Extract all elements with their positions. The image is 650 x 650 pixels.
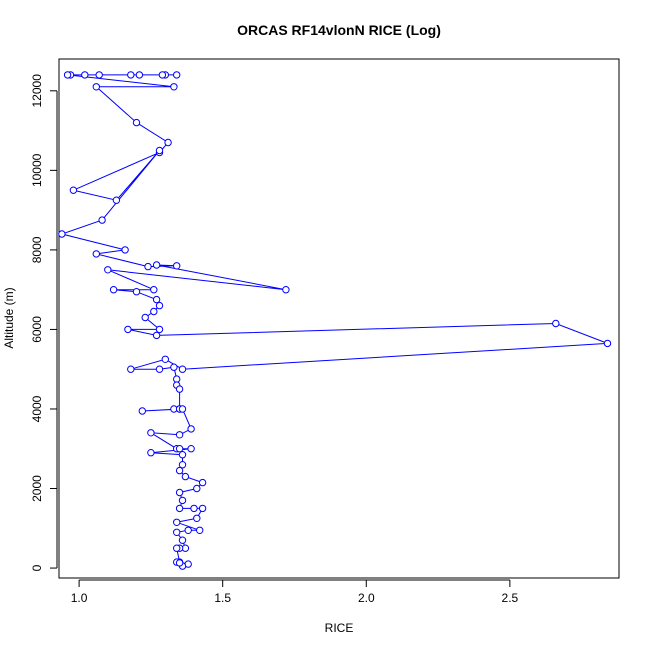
- data-point: [92, 250, 101, 258]
- data-point: [135, 71, 144, 79]
- data-point: [104, 266, 112, 274]
- data-point: [155, 146, 164, 155]
- data-point: [121, 246, 129, 254]
- data-point: [175, 466, 184, 475]
- data-point: [58, 230, 66, 238]
- data-point: [181, 472, 190, 481]
- data-point: [170, 363, 178, 371]
- data-point: [141, 313, 149, 322]
- data-point: [63, 71, 72, 79]
- data-point: [198, 478, 207, 487]
- y-axis-label: Altitude (m): [2, 287, 16, 348]
- data-point: [92, 83, 101, 91]
- data-point: [144, 262, 152, 271]
- series-layer: [58, 71, 612, 570]
- data-point: [178, 365, 187, 373]
- data-point: [193, 484, 201, 493]
- data-point: [127, 365, 135, 373]
- data-point: [161, 355, 170, 363]
- data-point: [603, 339, 612, 348]
- data-point: [173, 518, 181, 526]
- data-point: [552, 319, 560, 328]
- y-tick-label: 8000: [30, 236, 44, 263]
- data-point: [184, 526, 192, 534]
- data-point: [150, 286, 158, 294]
- data-point: [175, 385, 184, 393]
- data-point: [178, 461, 187, 469]
- chart-title: ORCAS RF14vlonN RICE (Log): [237, 22, 441, 38]
- data-point: [152, 331, 161, 340]
- y-tick-label: 2000: [30, 475, 44, 502]
- data-point: [132, 288, 141, 296]
- data-point: [175, 559, 184, 567]
- data-point: [81, 71, 89, 79]
- y-tick-label: 0: [30, 564, 44, 571]
- y-tick-label: 10000: [30, 153, 44, 187]
- data-point: [175, 504, 184, 513]
- x-tick-label: 2.5: [502, 591, 519, 605]
- data-point: [152, 295, 161, 304]
- data-point: [173, 544, 181, 552]
- data-point: [198, 504, 207, 513]
- y-tick-label: 12000: [30, 74, 44, 108]
- x-tick-label: 1.5: [214, 591, 231, 605]
- data-point: [155, 301, 164, 310]
- data-point: [69, 186, 78, 194]
- x-tick-label: 1.0: [71, 591, 88, 605]
- data-point: [158, 71, 167, 79]
- data-point: [173, 375, 181, 383]
- data-point: [147, 449, 155, 457]
- data-point: [175, 445, 184, 453]
- x-tick-label: 2.0: [358, 591, 375, 605]
- plot-frame: [58, 58, 620, 579]
- data-point: [175, 488, 184, 497]
- data-point: [132, 118, 141, 127]
- data-point: [282, 286, 290, 294]
- data-point: [138, 407, 147, 415]
- data-point: [193, 514, 201, 522]
- data-point: [178, 496, 187, 505]
- data-point: [152, 261, 161, 269]
- data-point: [170, 83, 178, 91]
- x-axis-label: RICE: [325, 621, 354, 635]
- y-tick-label: 4000: [30, 395, 44, 422]
- x-axis: 1.0 1.5 2.0 2.5: [71, 579, 519, 605]
- data-point: [109, 286, 118, 294]
- data-point: [178, 405, 187, 413]
- data-point: [178, 536, 187, 544]
- data-point: [95, 71, 103, 79]
- data-point: [155, 325, 164, 334]
- data-point: [164, 138, 172, 147]
- y-tick-label: 6000: [30, 316, 44, 343]
- data-point: [187, 445, 195, 453]
- data-point: [187, 425, 195, 433]
- data-point: [155, 365, 164, 373]
- data-point: [173, 262, 181, 270]
- data-point: [178, 451, 187, 459]
- data-point: [175, 431, 184, 439]
- data-point: [147, 429, 155, 437]
- data-point: [173, 71, 181, 79]
- data-point: [124, 325, 132, 334]
- data-point: [98, 216, 106, 224]
- data-point: [150, 307, 158, 316]
- y-axis: 0 2000 4000 6000 8000 10000 12000: [30, 74, 58, 571]
- data-point: [196, 526, 204, 534]
- data-point: [112, 196, 121, 204]
- data-point: [173, 528, 181, 536]
- data-point: [190, 504, 198, 513]
- data-point: [127, 71, 135, 79]
